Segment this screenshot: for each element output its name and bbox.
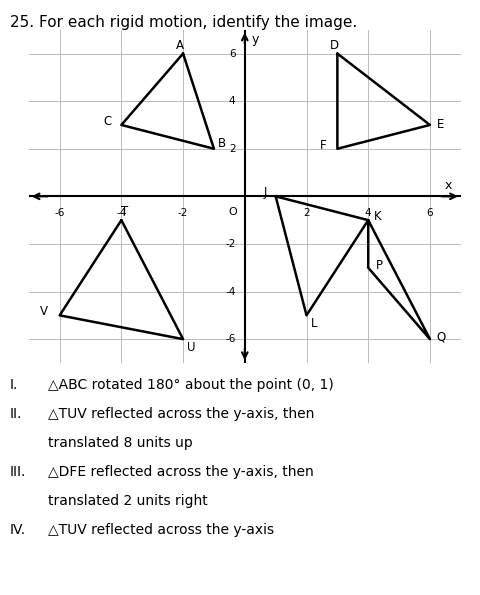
Text: I.: I. <box>10 378 18 392</box>
Text: 4: 4 <box>365 208 372 218</box>
Text: U: U <box>187 341 195 354</box>
Text: △TUV reflected across the y-axis, then: △TUV reflected across the y-axis, then <box>48 407 314 421</box>
Text: B: B <box>217 137 226 151</box>
Text: F: F <box>320 139 327 152</box>
Text: 2: 2 <box>229 144 236 154</box>
Text: O: O <box>228 207 237 217</box>
Text: 25. For each rigid motion, identify the image.: 25. For each rigid motion, identify the … <box>10 15 357 30</box>
Text: 6: 6 <box>229 49 236 58</box>
Text: P: P <box>375 259 383 272</box>
Text: 6: 6 <box>427 208 433 218</box>
Text: V: V <box>40 305 48 318</box>
Text: x: x <box>445 179 452 192</box>
Text: K: K <box>373 210 381 223</box>
Text: -4: -4 <box>116 208 127 218</box>
Text: III.: III. <box>10 465 26 479</box>
Text: E: E <box>437 118 444 131</box>
Text: translated 8 units up: translated 8 units up <box>48 436 193 450</box>
Text: L: L <box>311 317 317 330</box>
Text: △ABC rotated 180° about the point (0, 1): △ABC rotated 180° about the point (0, 1) <box>48 378 334 392</box>
Text: -6: -6 <box>54 208 65 218</box>
Text: C: C <box>103 115 112 128</box>
Text: J: J <box>263 186 266 199</box>
Text: Q: Q <box>436 330 445 343</box>
Text: 4: 4 <box>229 96 236 106</box>
Text: y: y <box>252 33 259 46</box>
Text: II.: II. <box>10 407 22 421</box>
Text: △TUV reflected across the y-axis: △TUV reflected across the y-axis <box>48 524 274 537</box>
Text: -6: -6 <box>225 334 236 344</box>
Text: D: D <box>330 39 339 52</box>
Text: A: A <box>176 39 184 52</box>
Text: △DFE reflected across the y-axis, then: △DFE reflected across the y-axis, then <box>48 465 314 479</box>
Text: -2: -2 <box>225 239 236 249</box>
Text: -2: -2 <box>178 208 188 218</box>
Text: T: T <box>121 205 128 218</box>
Text: 2: 2 <box>303 208 310 218</box>
Text: IV.: IV. <box>10 524 26 537</box>
Text: -4: -4 <box>225 287 236 296</box>
Text: translated 2 units right: translated 2 units right <box>48 494 208 508</box>
